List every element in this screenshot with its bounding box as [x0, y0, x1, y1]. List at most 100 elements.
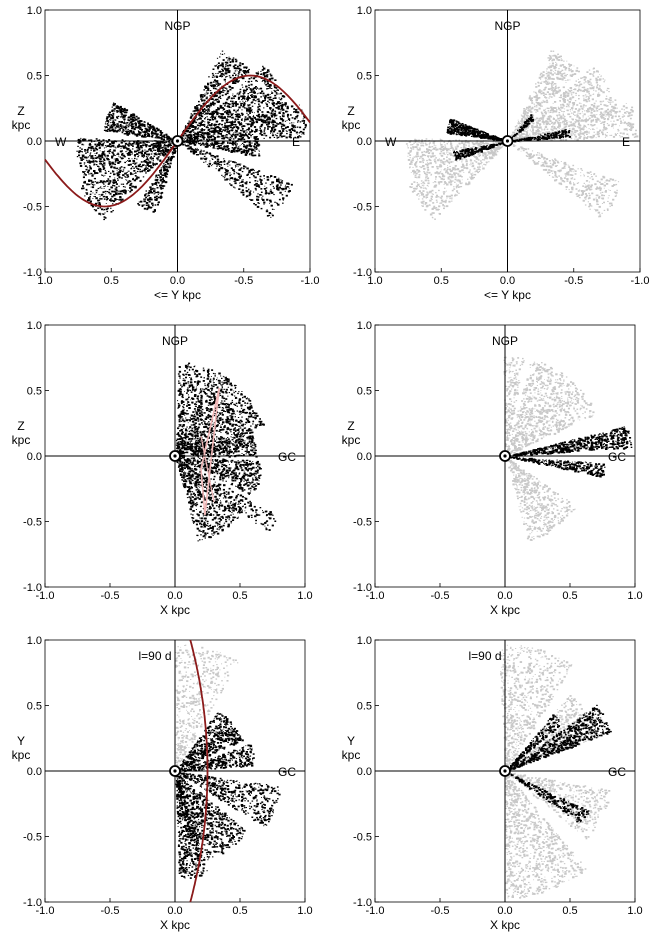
data-point	[226, 163, 229, 165]
data-point	[563, 60, 565, 62]
data-point	[564, 94, 567, 97]
data-point	[132, 177, 134, 179]
data-point	[228, 64, 232, 67]
data-point	[247, 173, 249, 175]
data-point	[613, 127, 614, 129]
data-point	[227, 128, 229, 130]
data-point	[212, 147, 215, 149]
data-point	[593, 72, 595, 74]
data-point	[212, 85, 215, 88]
data-point	[558, 56, 560, 58]
data-point	[136, 162, 138, 164]
data-point	[206, 90, 208, 92]
data-point	[199, 133, 201, 135]
data-point	[272, 114, 275, 116]
data-point	[92, 198, 94, 199]
data-point	[80, 137, 82, 139]
data-point	[555, 73, 558, 75]
data-point	[186, 131, 188, 133]
data-point	[195, 136, 198, 138]
data-point	[111, 128, 114, 131]
data-point	[232, 120, 233, 122]
data-point	[118, 121, 121, 123]
data-point	[84, 171, 86, 172]
data-point	[249, 104, 251, 106]
data-point	[247, 129, 250, 131]
data-point	[302, 128, 305, 131]
data-point	[226, 90, 230, 93]
data-point	[244, 146, 248, 149]
data-point	[214, 87, 217, 90]
data-point	[141, 135, 144, 138]
data-point	[564, 100, 566, 102]
data-point	[593, 86, 595, 88]
data-point	[251, 130, 254, 132]
data-point	[160, 176, 163, 178]
data-point	[540, 75, 544, 78]
data-point	[540, 72, 543, 75]
data-point	[561, 75, 564, 78]
data-point	[162, 148, 164, 151]
data-point	[101, 213, 103, 215]
data-point	[276, 89, 279, 91]
data-point	[127, 116, 130, 119]
data-point	[249, 124, 251, 126]
data-point	[557, 106, 559, 108]
data-point	[567, 89, 569, 91]
data-point	[102, 213, 105, 215]
data-point	[152, 163, 155, 166]
data-point	[540, 132, 542, 134]
data-point	[211, 158, 214, 160]
data-point	[186, 145, 188, 147]
data-point	[612, 106, 615, 109]
data-point	[214, 117, 217, 120]
data-point	[263, 178, 265, 180]
data-point	[194, 136, 197, 139]
data-point	[218, 130, 220, 132]
data-point	[113, 194, 116, 196]
data-point	[598, 108, 601, 111]
data-point	[124, 128, 127, 130]
data-point	[595, 79, 598, 82]
data-point	[136, 141, 138, 143]
data-point	[240, 95, 243, 98]
data-point	[189, 146, 192, 149]
data-point	[254, 139, 256, 141]
data-point	[218, 65, 220, 67]
data-point	[191, 141, 193, 143]
data-point	[549, 72, 552, 75]
data-point	[213, 95, 216, 98]
data-point	[544, 128, 546, 130]
data-point	[116, 172, 119, 175]
data-point	[538, 104, 542, 107]
data-point	[545, 120, 548, 123]
data-point	[205, 126, 209, 129]
data-point	[233, 151, 236, 153]
data-point	[110, 198, 112, 200]
data-point	[233, 67, 236, 70]
data-point	[154, 149, 157, 151]
data-point	[556, 77, 560, 80]
data-point	[235, 131, 238, 133]
data-point	[237, 126, 240, 129]
data-point	[109, 122, 111, 124]
data-point	[89, 155, 91, 157]
data-point	[253, 176, 255, 178]
data-point	[165, 149, 168, 151]
data-point	[589, 94, 592, 97]
data-point	[264, 95, 267, 98]
data-point	[105, 171, 107, 173]
y-tick-label: 1.0	[27, 5, 42, 17]
data-point	[521, 115, 523, 117]
data-point	[159, 154, 161, 156]
data-point	[224, 135, 226, 137]
data-point	[521, 123, 524, 125]
data-point	[192, 148, 194, 150]
data-point	[108, 161, 111, 163]
data-point	[216, 80, 219, 82]
data-point	[105, 196, 108, 198]
data-point	[118, 169, 120, 170]
data-point	[246, 109, 249, 112]
data-point	[149, 165, 152, 167]
data-point	[537, 104, 539, 106]
